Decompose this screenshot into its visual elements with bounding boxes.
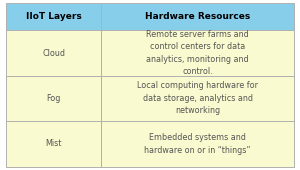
Bar	[101, 30, 294, 76]
Bar	[6, 121, 101, 167]
Bar	[101, 76, 294, 121]
Text: Embedded systems and
hardware on or in “things”: Embedded systems and hardware on or in “…	[144, 133, 251, 155]
Text: Hardware Resources: Hardware Resources	[145, 12, 250, 21]
Text: Fog: Fog	[46, 94, 61, 103]
Bar	[6, 3, 101, 30]
Text: Cloud: Cloud	[42, 49, 65, 57]
Bar	[101, 3, 294, 30]
Text: Mist: Mist	[45, 139, 62, 148]
Bar	[101, 121, 294, 167]
Text: Local computing hardware for
data storage, analytics and
networking: Local computing hardware for data storag…	[137, 81, 258, 115]
Bar	[6, 30, 101, 76]
Text: Remote server farms and
control centers for data
analytics, monitoring and
contr: Remote server farms and control centers …	[146, 30, 249, 76]
Text: IIoT Layers: IIoT Layers	[26, 12, 81, 21]
Bar	[6, 76, 101, 121]
